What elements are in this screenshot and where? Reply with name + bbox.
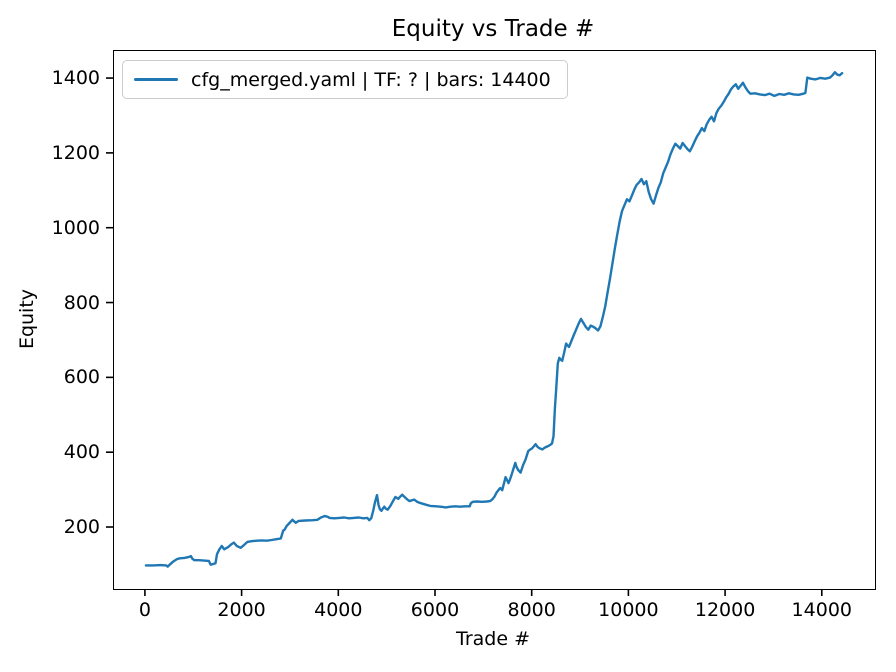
- x-tick-label: 0: [138, 599, 151, 621]
- x-tick-label: 12000: [694, 599, 756, 621]
- x-tick-label: 10000: [598, 599, 659, 621]
- x-tick-label: 4000: [314, 599, 363, 621]
- x-tick-label: 8000: [507, 599, 556, 621]
- y-tick-label: 1400: [51, 67, 100, 90]
- legend: cfg_merged.yaml | TF: ? | bars: 14400: [122, 60, 568, 99]
- x-tick-label: 2000: [217, 599, 266, 621]
- legend-label: cfg_merged.yaml | TF: ? | bars: 14400: [191, 68, 551, 91]
- y-tick-label: 1200: [51, 141, 100, 164]
- y-tick-label: 800: [63, 291, 100, 314]
- equity-line: [144, 71, 844, 568]
- y-tick-label: 1000: [51, 216, 100, 239]
- x-tick-label: 6000: [410, 599, 460, 621]
- y-tick-label: 200: [63, 516, 100, 539]
- x-tick-label: 14000: [791, 599, 853, 621]
- y-tick-label: 600: [63, 366, 100, 389]
- y-tick-label: 400: [63, 441, 100, 464]
- legend-line-sample: [134, 77, 178, 82]
- y-axis-label: Equity: [16, 288, 38, 350]
- chart-title: Equity vs Trade #: [391, 16, 595, 42]
- equity-curve-plot: [144, 71, 844, 568]
- plot-area: cfg_merged.yaml | TF: ? | bars: 14400: [113, 50, 876, 590]
- x-axis-label: Trade #: [456, 628, 530, 650]
